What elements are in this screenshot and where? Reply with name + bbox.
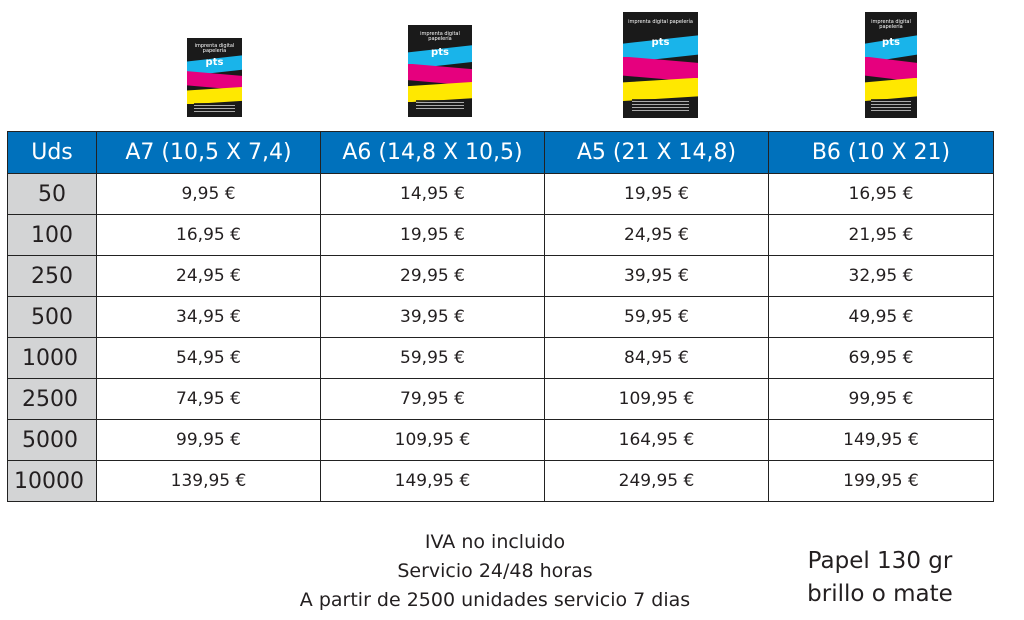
qty-cell: 2500 [7, 378, 97, 420]
price-cell: 59,95 € [320, 337, 545, 379]
column-header-a6: A6 (14,8 X 10,5) [320, 131, 545, 174]
price-table: Uds A7 (10,5 X 7,4) A6 (14,8 X 10,5) A5 … [7, 131, 994, 502]
notes-block: IVA no incluido Servicio 24/48 horas A p… [290, 528, 700, 615]
column-header-a7: A7 (10,5 X 7,4) [96, 131, 321, 174]
price-cell: 54,95 € [96, 337, 321, 379]
paper-info: Papel 130 gr brillo o mate [795, 545, 965, 611]
flyer-header: imprenta digital papelería [420, 31, 460, 43]
price-cell: 14,95 € [320, 173, 545, 215]
price-cell: 59,95 € [544, 296, 769, 338]
qty-cell: 500 [7, 296, 97, 338]
column-header-uds: Uds [7, 131, 97, 174]
flyer-thumbnail-a7: imprenta digital papelería pts [187, 38, 242, 117]
price-cell: 99,95 € [96, 419, 321, 461]
table-row: 1000 54,95 € 59,95 € 84,95 € 69,95 € [7, 337, 994, 379]
price-cell: 74,95 € [96, 378, 321, 420]
price-cell: 49,95 € [768, 296, 994, 338]
flyer-thumbnail-b6: imprenta digital papelería pts [865, 12, 917, 118]
price-cell: 39,95 € [544, 255, 769, 297]
table-header-row: Uds A7 (10,5 X 7,4) A6 (14,8 X 10,5) A5 … [7, 131, 994, 174]
table-row: 500 34,95 € 39,95 € 59,95 € 49,95 € [7, 296, 994, 338]
price-cell: 69,95 € [768, 337, 994, 379]
qty-cell: 100 [7, 214, 97, 256]
note-bulk-service: A partir de 2500 unidades servicio 7 dia… [299, 589, 691, 611]
qty-cell: 1000 [7, 337, 97, 379]
paper-finish: brillo o mate [807, 581, 953, 607]
qty-cell: 250 [7, 255, 97, 297]
price-cell: 19,95 € [320, 214, 545, 256]
price-cell: 21,95 € [768, 214, 994, 256]
price-cell: 84,95 € [544, 337, 769, 379]
price-cell: 149,95 € [320, 460, 545, 502]
column-header-a5: A5 (21 X 14,8) [544, 131, 769, 174]
flyer-header: imprenta digital papelería [628, 19, 693, 26]
price-cell: 149,95 € [768, 419, 994, 461]
note-service-time: Servicio 24/48 horas [397, 560, 593, 582]
price-cell: 24,95 € [96, 255, 321, 297]
price-cell: 79,95 € [320, 378, 545, 420]
pts-logo-icon: pts [651, 37, 670, 49]
table-row: 100 16,95 € 19,95 € 24,95 € 21,95 € [7, 214, 994, 256]
flyer-header: imprenta digital papelería [871, 19, 911, 31]
column-header-b6: B6 (10 X 21) [768, 131, 994, 174]
table-row: 10000 139,95 € 149,95 € 249,95 € 199,95 … [7, 460, 994, 502]
note-vat: IVA no incluido [424, 531, 566, 553]
table-row: 5000 99,95 € 109,95 € 164,95 € 149,95 € [7, 419, 994, 461]
price-cell: 34,95 € [96, 296, 321, 338]
pts-logo-icon: pts [431, 47, 449, 59]
qty-cell: 10000 [7, 460, 97, 502]
flyer-header: imprenta digital papelería [194, 43, 235, 55]
price-cell: 29,95 € [320, 255, 545, 297]
qty-cell: 50 [7, 173, 97, 215]
price-cell: 16,95 € [768, 173, 994, 215]
table-row: 2500 74,95 € 79,95 € 109,95 € 99,95 € [7, 378, 994, 420]
pts-logo-icon: pts [882, 37, 900, 49]
price-cell: 39,95 € [320, 296, 545, 338]
price-cell: 109,95 € [320, 419, 545, 461]
flyer-thumbnail-a6: imprenta digital papelería pts [408, 25, 472, 117]
qty-cell: 5000 [7, 419, 97, 461]
price-cell: 164,95 € [544, 419, 769, 461]
flyer-thumbnail-a5: imprenta digital papelería pts [623, 12, 698, 118]
pts-logo-icon: pts [205, 56, 224, 68]
price-cell: 99,95 € [768, 378, 994, 420]
table-row: 50 9,95 € 14,95 € 19,95 € 16,95 € [7, 173, 994, 215]
price-cell: 24,95 € [544, 214, 769, 256]
price-cell: 199,95 € [768, 460, 994, 502]
price-cell: 109,95 € [544, 378, 769, 420]
price-cell: 9,95 € [96, 173, 321, 215]
price-cell: 249,95 € [544, 460, 769, 502]
price-cell: 19,95 € [544, 173, 769, 215]
price-cell: 32,95 € [768, 255, 994, 297]
paper-weight: Papel 130 gr [807, 548, 953, 574]
table-row: 250 24,95 € 29,95 € 39,95 € 32,95 € [7, 255, 994, 297]
price-cell: 139,95 € [96, 460, 321, 502]
price-cell: 16,95 € [96, 214, 321, 256]
